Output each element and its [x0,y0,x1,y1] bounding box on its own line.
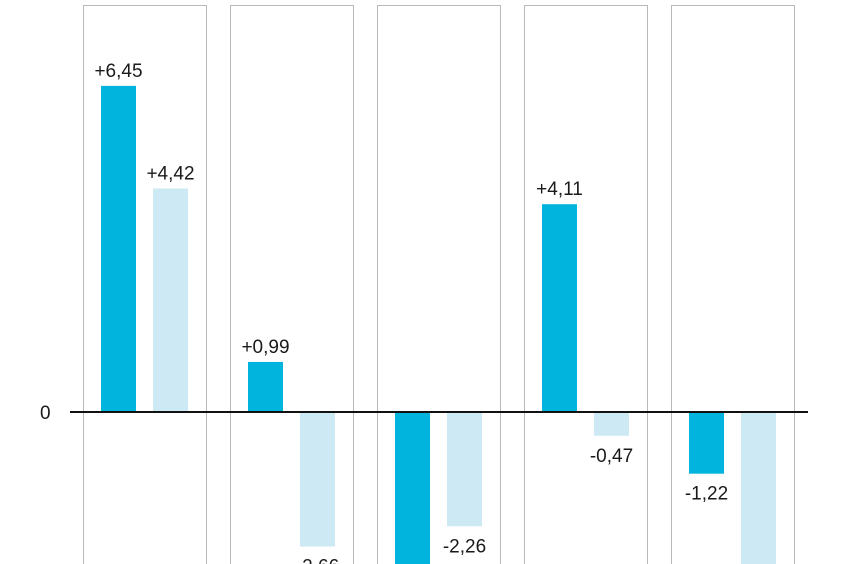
data-label-series-2-category-1: +4,42 [146,164,194,185]
bar-series-1-category-3 [395,412,430,564]
bar-series-1-category-4 [542,204,577,412]
bar-series-2-category-4 [594,412,629,436]
category-panel-3 [377,5,501,564]
bar-series-2-category-2 [300,412,335,547]
category-panel-1 [83,5,207,564]
data-label-series-2-category-3: -2,26 [443,536,486,557]
data-label-series-2-category-2: -2,66 [296,556,339,564]
bar-series-2-category-5 [741,412,776,564]
zero-tick-label: 0 [40,403,51,424]
data-labels: +6,45 +0,99 +4,11 -1,22 +4,42 -2,66 -2,26 -0,47 [94,61,728,564]
data-label-series-1-category-4: +4,11 [536,179,583,200]
bar-series-2-category-1 [153,188,188,412]
category-panel-2 [230,5,354,564]
data-label-series-1-category-2: +0,99 [241,337,289,358]
category-panels [83,5,795,564]
bars [101,85,776,564]
category-panel-5 [671,5,795,564]
bar-series-1-category-5 [689,412,724,474]
bar-series-2-category-3 [447,412,482,527]
bar-series-1-category-2 [248,361,283,412]
category-panel-4 [524,5,648,564]
data-label-series-1-category-5: -1,22 [685,484,728,505]
data-label-series-1-category-1: +6,45 [94,61,142,82]
data-label-series-2-category-4: -0,47 [590,446,633,467]
bar-series-1-category-1 [101,85,136,412]
